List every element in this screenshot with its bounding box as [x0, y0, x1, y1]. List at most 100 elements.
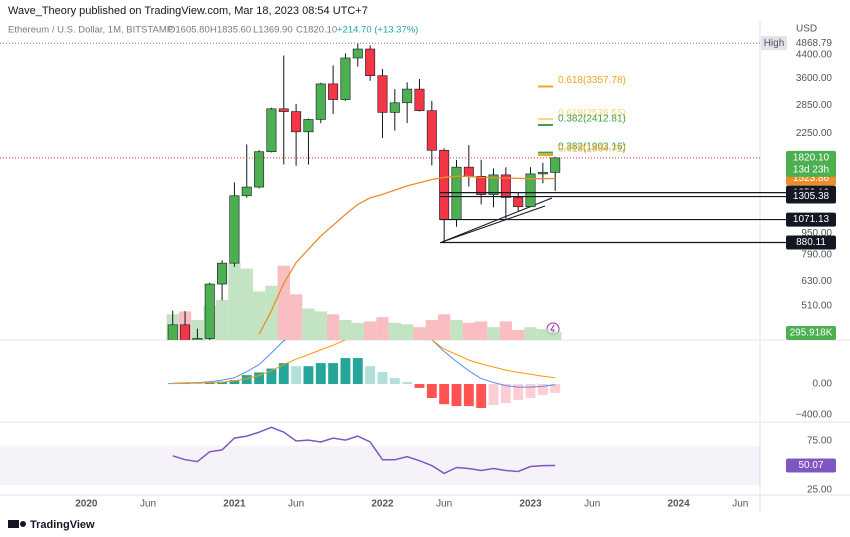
macd-line [172, 340, 556, 385]
candle-body [414, 88, 425, 111]
macd-histogram-bar [254, 372, 265, 385]
macd-histogram-bar [278, 363, 289, 385]
macd-histogram-bar [204, 382, 215, 385]
level-label: 880.11 [796, 237, 826, 248]
candle-body [550, 157, 561, 173]
candle-body [291, 111, 302, 133]
macd-histogram-bar [340, 358, 351, 385]
x-tick-label: Jun [436, 499, 452, 510]
x-tick-label: Jun [288, 499, 304, 510]
volume-bar [462, 322, 475, 340]
candle-body [525, 173, 536, 208]
volume-bar [289, 294, 303, 340]
x-tick-label: 2020 [75, 499, 98, 510]
volume-bar [265, 285, 278, 340]
volume-bar [388, 322, 401, 340]
candle-body [167, 324, 178, 340]
volume-bar [277, 265, 290, 340]
macd-histogram-bar [525, 384, 536, 398]
volume-bar [376, 317, 389, 340]
level-label-box [786, 235, 836, 250]
rsi-label: 50.07 [798, 460, 823, 471]
x-tick-label: Jun [732, 499, 748, 510]
ohlc-high: H1835.60 [210, 25, 251, 36]
volume-bar [351, 322, 364, 340]
candle-body [204, 283, 215, 339]
x-tick-label: 2023 [519, 499, 542, 510]
macd-histogram-bar [463, 384, 474, 407]
macd-histogram-bar [241, 375, 252, 385]
candle-body [303, 119, 314, 133]
rsi-label-box [786, 458, 836, 473]
volume-bar [314, 311, 327, 340]
candle-body [340, 57, 351, 100]
candle-body [315, 83, 326, 120]
candle-body [439, 149, 450, 220]
macd-histogram-bar [192, 383, 203, 385]
candle-body [352, 48, 363, 59]
last-price: 1820.10 [793, 152, 830, 163]
ohlc-low: L1369.90 [253, 25, 293, 36]
candle-body [463, 166, 474, 177]
macd-histogram-bar [389, 378, 400, 385]
y-tick-label: 75.00 [807, 436, 832, 447]
macd-line [172, 340, 556, 388]
rsi-line [172, 426, 556, 475]
volume-bar [549, 331, 562, 340]
ohlc-close: C1820.10 [296, 25, 337, 36]
y-tick-label: 4400.00 [796, 50, 833, 61]
macd-histogram-bar [488, 384, 499, 405]
macd-histogram-bar [537, 384, 548, 395]
y-tick-label: 25.00 [807, 485, 832, 496]
level-label-box [786, 189, 836, 204]
volume-bar [228, 262, 241, 340]
volume-bar [413, 327, 426, 340]
candle-body [217, 262, 228, 285]
fib-label: 0.382(1903.16) [558, 141, 626, 152]
volume-bar [536, 329, 550, 340]
high-name-box [761, 36, 787, 51]
volume-bar [339, 320, 352, 340]
candle-body [389, 102, 400, 113]
symbol: Ethereum / U.S. Dollar, 1M, BITSTAMP [8, 25, 173, 36]
volume-bar [450, 320, 463, 340]
moving-average [258, 175, 556, 335]
candle-body [254, 151, 265, 188]
volume-bar [240, 268, 253, 340]
macd-histogram-bar [426, 384, 437, 398]
volume-bar [499, 321, 513, 340]
y-tick-label: 2850.00 [796, 100, 833, 111]
footer-logo [8, 520, 26, 528]
currency: USD [796, 24, 817, 35]
countdown: 13d 23h [793, 164, 829, 175]
candle-body [476, 176, 487, 195]
level-label: 1305.38 [793, 191, 830, 202]
x-tick-label: 2024 [667, 499, 690, 510]
y-tick-label: 510.00 [801, 301, 832, 312]
candle-body [451, 166, 462, 220]
y-tick-label: 630.00 [801, 276, 832, 287]
candle-body [426, 110, 437, 151]
candle-body [192, 338, 203, 340]
candle-body [488, 174, 499, 195]
candle-body [500, 174, 511, 198]
macd-histogram-bar [439, 384, 450, 405]
volume-label-box [786, 326, 836, 340]
fib-label: 0.618(1864.71) [558, 144, 626, 155]
level-label: 1071.13 [793, 214, 830, 225]
x-tick-label: Jun [584, 499, 600, 510]
macd-histogram-bar [513, 384, 524, 400]
volume-bar [487, 327, 500, 340]
volume-bar [326, 314, 340, 340]
macd-histogram-bar [328, 363, 339, 385]
volume-label: 295.918K [790, 328, 833, 339]
macd-histogram-bar [229, 380, 240, 385]
fib-label: 0.618(3357.78) [558, 75, 626, 86]
volume-bar [302, 308, 315, 340]
macd-histogram-bar [303, 366, 314, 385]
high-value: 4868.79 [796, 38, 833, 49]
footer-brand: TradingView [30, 519, 95, 531]
macd-histogram-bar [550, 384, 561, 393]
candle-body [402, 88, 413, 104]
